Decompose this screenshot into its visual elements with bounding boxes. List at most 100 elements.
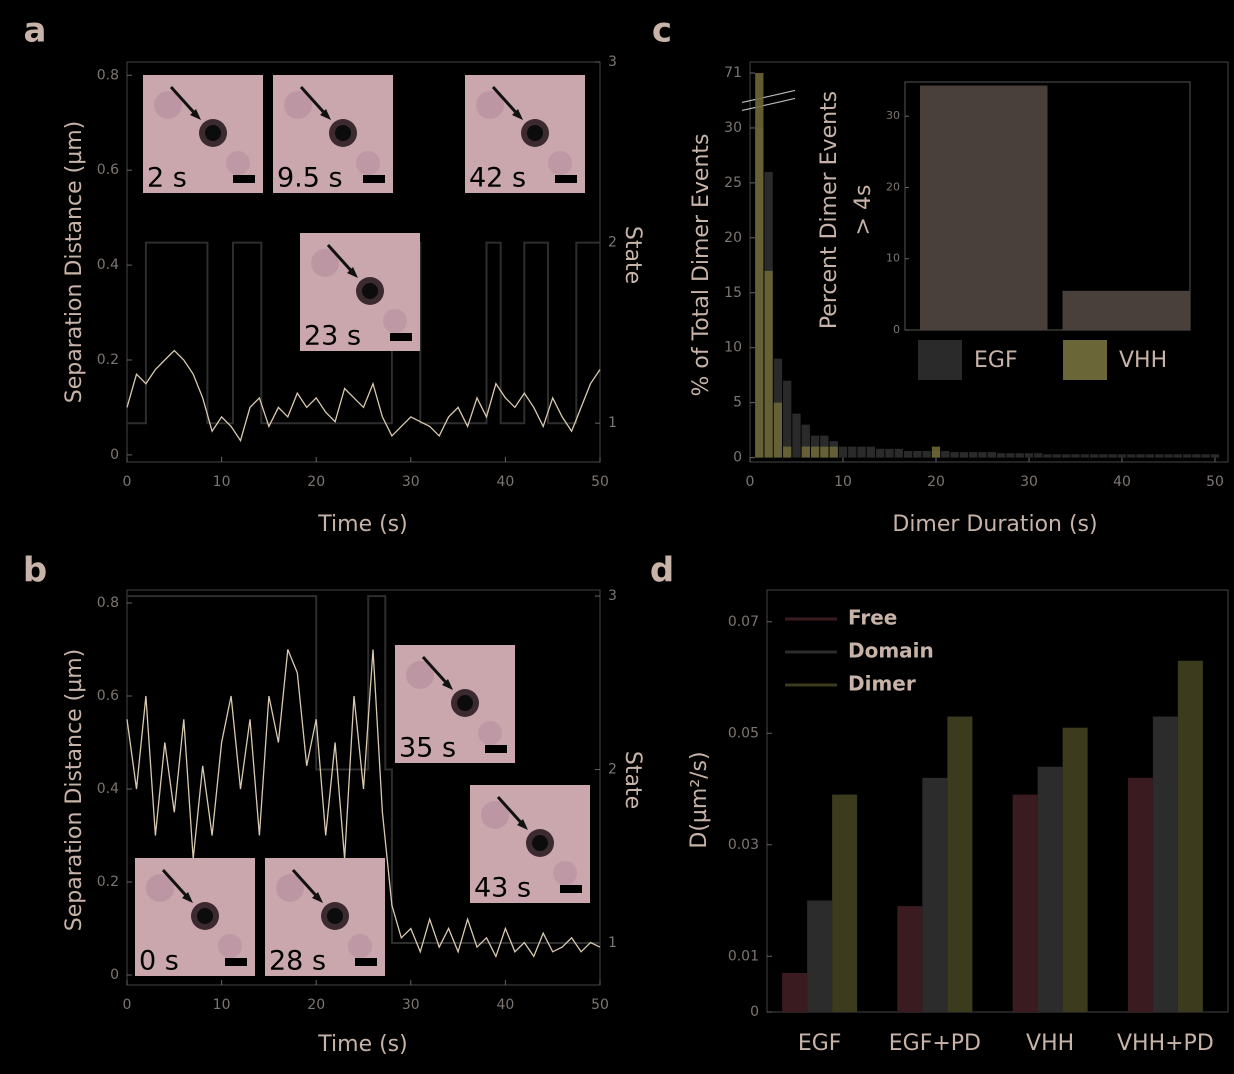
y2-axis-label: State xyxy=(620,226,645,284)
micrograph-texture xyxy=(553,861,577,885)
particle-core xyxy=(457,695,473,711)
hist-bar xyxy=(829,446,838,458)
y2-tick-label: 2 xyxy=(608,762,617,778)
hist-bar xyxy=(922,451,931,458)
inset-y-tick-label: 20 xyxy=(886,180,900,193)
y-tick-label: 0.8 xyxy=(97,67,119,83)
bar xyxy=(782,972,808,1012)
hist-bar xyxy=(996,453,1006,458)
arrow-head xyxy=(442,679,453,690)
bar xyxy=(1012,794,1038,1012)
inset-y-tick-label: 30 xyxy=(886,109,900,122)
arrow-head xyxy=(512,109,523,120)
hist-bar xyxy=(941,451,950,458)
y-tick-label: 0.2 xyxy=(97,352,119,368)
x-tick-label: 0 xyxy=(123,474,132,490)
x-tick-label: 40 xyxy=(496,997,514,1013)
x-tick-label: 10 xyxy=(213,997,231,1013)
micrograph-texture xyxy=(218,934,242,958)
hist-bar xyxy=(1108,454,1117,458)
y-axis-label: Separation Distance (µm) xyxy=(62,649,87,931)
plot-frame xyxy=(126,589,601,986)
legend-label: Domain xyxy=(848,639,934,663)
panel-letter: a xyxy=(24,11,47,51)
arrow-head xyxy=(347,267,358,278)
inset-y-axis-label: > 4s xyxy=(851,185,876,236)
x-tick-label: 50 xyxy=(591,474,609,490)
micrograph-texture xyxy=(406,661,434,689)
hist-bar xyxy=(1015,453,1024,458)
scale-bar xyxy=(485,745,507,753)
hist-bar xyxy=(987,452,996,458)
hist-bar xyxy=(903,451,913,458)
x-tick-label: 30 xyxy=(402,474,420,490)
micrograph-texture xyxy=(276,874,304,902)
y-tick-label: 0.2 xyxy=(97,874,119,890)
x-tick-label: VHH xyxy=(1026,1031,1074,1056)
x-tick-label: 40 xyxy=(1113,474,1131,490)
y-tick-label: 0.6 xyxy=(97,688,119,704)
distance-line xyxy=(126,349,601,443)
hist-bar xyxy=(820,446,829,458)
x-tick-label: 30 xyxy=(402,997,420,1013)
hist-bar xyxy=(1034,453,1043,458)
particle-core xyxy=(205,125,221,141)
hist-bar xyxy=(969,452,978,458)
hist-bar xyxy=(1192,454,1201,458)
y-axis-label: % of Total Dimer Events xyxy=(689,133,714,396)
x-axis-label: Time (s) xyxy=(317,1032,407,1057)
hist-bar xyxy=(1052,454,1062,458)
x-tick-label: 50 xyxy=(1206,474,1224,490)
axis-break xyxy=(741,97,796,112)
micrograph-texture xyxy=(481,801,509,829)
distance-line xyxy=(126,649,601,959)
micrograph-texture xyxy=(478,721,502,745)
hist-bar xyxy=(792,413,801,458)
x-axis-label: Time (s) xyxy=(317,512,407,537)
scale-bar xyxy=(355,958,377,966)
y2-tick-label: 1 xyxy=(608,415,617,431)
hist-bar xyxy=(894,448,903,458)
hist-bar xyxy=(1089,454,1099,458)
micrograph-texture xyxy=(356,151,380,175)
particle-core xyxy=(327,908,343,924)
bar xyxy=(1062,727,1088,1012)
y2-tick-label: 2 xyxy=(608,235,617,251)
hist-bar xyxy=(755,72,764,458)
y-tick-label: 5 xyxy=(733,395,742,411)
hist-bar xyxy=(1182,454,1192,458)
hist-bar xyxy=(848,446,857,458)
hist-bar xyxy=(764,270,773,458)
y-tick-label: 30 xyxy=(724,120,742,136)
y-tick-label: 20 xyxy=(724,230,742,246)
legend-swatch xyxy=(918,340,962,380)
state-line xyxy=(127,241,600,425)
particle-core xyxy=(362,283,378,299)
x-tick-label: 30 xyxy=(1020,474,1038,490)
bar xyxy=(922,777,948,1012)
micrograph-texture xyxy=(476,91,504,119)
arrow-head xyxy=(182,892,193,903)
hist-bar xyxy=(1006,453,1015,458)
scale-bar xyxy=(560,885,582,893)
hist-bar xyxy=(1210,454,1220,458)
hist-bar xyxy=(1071,454,1080,458)
y-tick-label: 0.6 xyxy=(97,162,119,178)
hist-bar xyxy=(801,446,810,458)
y2-tick-label: 1 xyxy=(608,935,617,951)
y-tick-label: 0.07 xyxy=(728,614,759,630)
arrow-head xyxy=(312,892,323,903)
hist-bar xyxy=(1164,454,1173,458)
hist-bar xyxy=(801,424,810,458)
bar xyxy=(1152,716,1178,1012)
inset-y-tick-label: 10 xyxy=(886,252,900,265)
hist-bar xyxy=(1099,454,1108,458)
x-tick-label: 0 xyxy=(123,997,132,1013)
hist-bar xyxy=(838,446,848,458)
timestamp: 42 s xyxy=(469,163,526,194)
arrow-head xyxy=(517,819,528,830)
y-tick-label: 71 xyxy=(724,65,742,81)
hist-bar xyxy=(950,452,959,458)
state-line xyxy=(127,595,600,944)
hist-bar xyxy=(1127,454,1136,458)
